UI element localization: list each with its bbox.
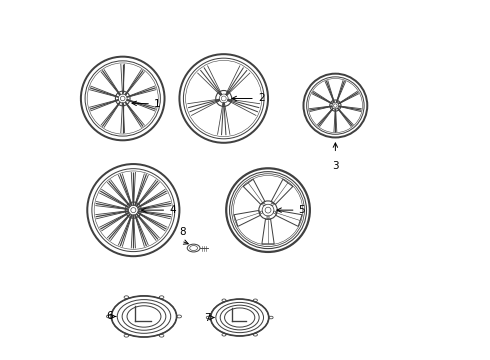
Text: 2: 2: [258, 94, 265, 103]
Text: 7: 7: [204, 312, 210, 323]
Text: 1: 1: [154, 99, 161, 109]
Text: 5: 5: [298, 205, 305, 215]
Text: 4: 4: [169, 205, 176, 215]
Text: 6: 6: [106, 311, 113, 321]
Text: 8: 8: [180, 228, 186, 238]
Text: 3: 3: [332, 161, 339, 171]
